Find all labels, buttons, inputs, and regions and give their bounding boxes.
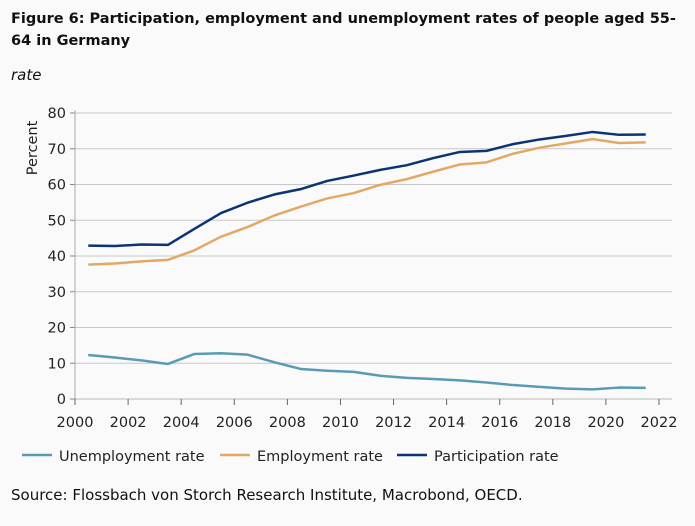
x-tick-label: 2004 [163,415,200,431]
y-tick-label: 60 [48,178,66,194]
legend-label-employment-rate: Employment rate [257,449,383,465]
y-tick-label: 30 [48,285,66,301]
y-tick-label: 80 [48,106,66,122]
y-tick-label: 50 [48,213,66,229]
source-note: Source: Flossbach von Storch Research In… [11,486,523,504]
x-tick-label: 2000 [57,415,94,431]
x-tick-label: 2010 [322,415,359,431]
x-tick-label: 2012 [375,415,412,431]
x-tick-label: 2014 [428,415,465,431]
x-tick-label: 2016 [481,415,518,431]
y-tick-label: 10 [48,356,66,372]
x-tick-label: 2008 [269,415,306,431]
legend-label-participation-rate: Participation rate [434,449,559,465]
y-tick-label: 40 [48,249,66,265]
y-tick-label: 20 [48,321,66,337]
x-tick-label: 2006 [216,415,253,431]
chart-subtitle: rate [11,66,42,84]
x-tick-label: 2018 [534,415,571,431]
series-line-employment-rate [88,137,646,266]
series-line-participation-rate [88,130,646,248]
y-axis-label: Percent [25,120,41,175]
chart-title: Figure 6: Participation, employment and … [11,11,676,49]
y-tick-label: 0 [57,392,66,408]
x-tick-label: 2022 [641,415,678,431]
series-line-unemployment-rate [88,351,646,391]
legend-label-unemployment-rate: Unemployment rate [59,449,205,465]
x-tick-label: 2002 [110,415,147,431]
y-tick-label: 70 [48,142,66,158]
x-tick-label: 2020 [587,415,624,431]
